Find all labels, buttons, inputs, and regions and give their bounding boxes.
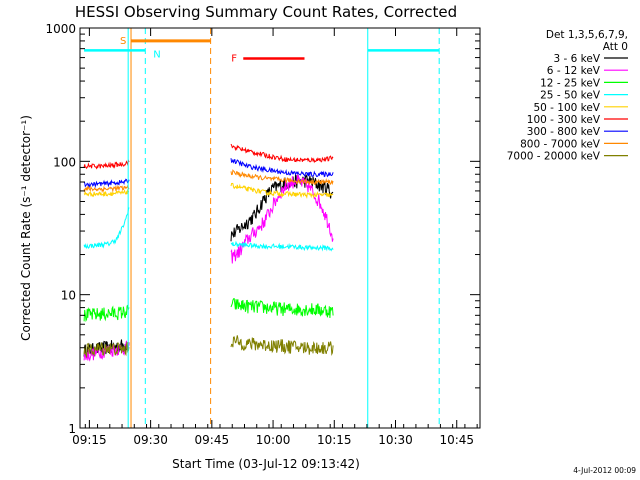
series-line [230, 143, 334, 164]
chart-title: HESSI Observing Summary Count Rates, Cor… [75, 3, 457, 21]
flag-label: S [120, 36, 126, 47]
series-12-25-kev [83, 297, 334, 323]
legend-entry-label: 100 - 300 keV [527, 114, 601, 126]
observing-flags: N F S [84, 36, 440, 65]
x-tick-label: 10:45 [439, 433, 474, 447]
flag-label: N [153, 49, 160, 60]
series-line [230, 240, 334, 252]
legend-entry-label: 6 - 12 keV [547, 65, 601, 77]
x-tick-label: 09:15 [72, 433, 107, 447]
series-100-300-kev [83, 143, 334, 170]
series-line [83, 178, 130, 189]
legend-header-line-1: Det 1,3,5,6,7,9, [546, 29, 628, 41]
series-line [83, 184, 130, 194]
series-line [83, 189, 130, 198]
legend-entry-label: 25 - 50 keV [540, 90, 601, 102]
x-axis-label: Start Time (03-Jul-12 09:13:42) [172, 457, 360, 471]
x-tick-label: 09:30 [133, 433, 168, 447]
series-3-6-kev [83, 173, 334, 359]
series-25-50-kev [83, 207, 334, 252]
series-line [83, 207, 130, 249]
series-line [83, 158, 130, 170]
series-300-800-kev [83, 158, 334, 189]
legend-entry-label: 12 - 25 keV [540, 77, 601, 89]
series-line [230, 335, 334, 356]
y-tick-label: 100 [53, 155, 76, 169]
series-line [230, 173, 334, 242]
y-tick-label: 1000 [45, 22, 76, 36]
legend-entry-label: 3 - 6 keV [553, 53, 600, 65]
legend-header-line-2: Att 0 [603, 41, 628, 53]
y-axis-label: Corrected Count Rate (s⁻¹ detector⁻¹) [19, 115, 33, 341]
y-axis-ticks: 1 10 100 1000 [45, 22, 480, 436]
series-800-7000-kev [83, 169, 334, 194]
x-tick-label: 10:30 [378, 433, 413, 447]
series-6-12-kev [83, 174, 334, 362]
x-axis-ticks: 09:15 09:30 09:45 10:00 10:15 10:30 10:45 [72, 28, 478, 447]
series-line [230, 182, 334, 200]
series-line [83, 341, 130, 358]
vertical-markers [127, 28, 440, 428]
series-line [230, 297, 334, 319]
legend-entry-label: 800 - 7000 keV [520, 138, 601, 150]
series-7000-20000-kev [83, 335, 334, 358]
legend-entry-label: 7000 - 20000 keV [507, 151, 601, 163]
legend-entry-label: 300 - 800 keV [527, 126, 601, 138]
series-line [230, 169, 334, 186]
series-line [230, 174, 334, 264]
y-tick-label: 10 [61, 289, 76, 303]
date-stamp: 4-Jul-2012 00:09 [573, 466, 636, 475]
series-line [83, 304, 130, 323]
legend-entry-label: 50 - 100 keV [533, 102, 600, 114]
series-50-100-kev [83, 182, 334, 200]
x-tick-label: 10:15 [317, 433, 352, 447]
x-tick-label: 10:00 [256, 433, 291, 447]
series-line [230, 158, 334, 178]
y-tick-label: 1 [68, 422, 76, 436]
x-tick-label: 09:45 [195, 433, 230, 447]
plot-data [83, 143, 334, 362]
plot-frame [79, 27, 481, 429]
flag-label: F [231, 54, 237, 65]
